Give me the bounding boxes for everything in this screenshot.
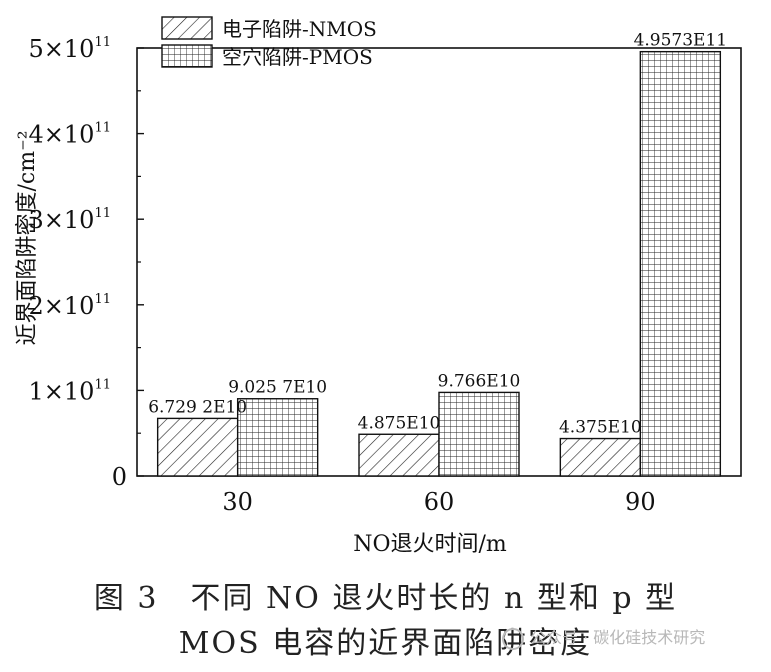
bar-nmos-90 [559,437,642,477]
x-tick-label: 30 [222,488,253,516]
watermark-text: 公众号 · 碳化硅技术研究 [530,628,706,647]
y-tick-label: 0 [112,463,127,491]
watermark: 公众号 · 碳化硅技术研究 [502,624,705,650]
y-tick-label: 3×1011 [29,206,111,234]
data-label: 4.375E10 [559,418,642,438]
legend-label-nmos: 电子陷阱-NMOS [222,17,377,41]
bar-pmos-60 [438,391,520,477]
data-label: 9.025 7E10 [228,378,327,398]
figure-caption-line-1: 图 3 不同 NO 退火时长的 n 型和 p 型 [93,581,678,616]
y-tick-label: 2×1011 [29,292,111,320]
x-tick-label: 60 [424,488,455,516]
data-label: 6.729 2E10 [148,397,247,417]
y-tick-label: 1×1011 [29,377,111,405]
data-label: 4.875E10 [358,413,441,433]
bar-pmos-90 [639,50,722,477]
data-label: 9.766E10 [438,371,521,391]
bar-nmos-60 [358,433,440,477]
x-tick-label: 90 [625,488,656,516]
legend: 电子陷阱-NMOS 空穴陷阱-PMOS [161,16,377,69]
y-tick-label: 5×1011 [29,35,111,63]
legend-swatch-nmos [161,16,213,40]
legend-label-pmos: 空穴陷阱-PMOS [222,45,373,69]
bar-chart: 0 1×1011 2×1011 3×1011 4×1011 5×1011 30 60 90 6.… [15,16,742,557]
x-axis-label: NO退火时间/m [353,532,507,557]
data-label: 4.9573E11 [634,31,728,51]
y-axis-label: 近界面陷阱密度/cm⁻² [15,130,40,345]
legend-swatch-pmos [161,44,213,68]
wechat-icon [502,627,524,650]
bar-nmos-30 [156,417,239,477]
y-tick-label: 4×1011 [29,121,111,149]
bar-pmos-30 [236,398,319,477]
